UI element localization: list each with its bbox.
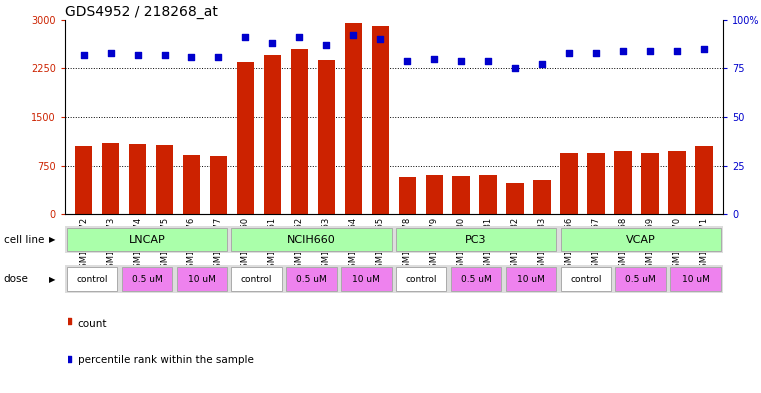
Bar [341,268,392,290]
Point [563,50,575,56]
Text: VCAP: VCAP [626,235,655,245]
Point [186,53,198,60]
Text: PC3: PC3 [465,235,487,245]
Text: 0.5 uM: 0.5 uM [626,275,656,283]
Point [482,57,495,64]
Bar [451,268,501,290]
Point [104,50,116,56]
Bar [263,55,281,214]
Text: count: count [78,319,107,329]
Point [177,203,189,209]
Text: control: control [76,275,108,283]
Text: dose: dose [4,274,29,284]
Bar [506,268,556,290]
Text: 10 uM: 10 uM [682,275,709,283]
Text: 10 uM: 10 uM [188,275,216,283]
Bar [291,49,308,214]
Text: percentile rank within the sample: percentile rank within the sample [78,354,253,365]
Point [428,55,441,62]
Bar [67,228,227,251]
Text: control: control [241,275,272,283]
Point [671,48,683,54]
Bar [129,144,146,214]
Point [509,65,521,72]
Bar [616,268,666,290]
Bar [122,268,172,290]
Bar [453,176,470,214]
Text: ▶: ▶ [49,235,55,244]
Point [401,57,413,64]
Bar [670,268,721,290]
Bar [237,62,254,214]
Text: 10 uM: 10 uM [517,275,545,283]
Bar [399,176,416,214]
Point [293,34,305,40]
Bar [587,153,605,214]
Text: ▶: ▶ [49,275,55,283]
Bar [231,268,282,290]
Point [698,46,710,52]
Text: cell line: cell line [4,235,44,245]
Bar [210,156,228,214]
Text: NCIH660: NCIH660 [287,235,336,245]
Point [158,51,170,58]
Point [132,51,144,58]
Bar [67,268,117,290]
Bar [286,268,337,290]
Bar [156,145,174,214]
Bar [396,268,447,290]
Text: 0.5 uM: 0.5 uM [460,275,492,283]
Bar [614,151,632,214]
Text: 10 uM: 10 uM [352,275,380,283]
Text: control: control [406,275,437,283]
Bar [317,60,335,214]
Point [644,48,656,54]
Text: GDS4952 / 218268_at: GDS4952 / 218268_at [65,5,218,18]
Bar [642,153,659,214]
Bar [425,175,443,214]
Bar [183,154,200,214]
Point [617,48,629,54]
Bar [668,151,686,214]
Text: LNCAP: LNCAP [129,235,165,245]
Bar [533,180,551,214]
Point [590,50,602,56]
Bar [371,26,389,214]
Point [455,57,467,64]
Text: 0.5 uM: 0.5 uM [296,275,327,283]
Text: 0.5 uM: 0.5 uM [132,275,162,283]
Bar [507,183,524,214]
Point [536,61,548,68]
Bar [231,228,392,251]
Point [320,42,333,48]
Bar [696,146,713,214]
Point [212,53,224,60]
Point [240,34,252,40]
Point [347,32,359,39]
Bar [177,268,227,290]
Bar [561,228,721,251]
Bar [396,228,556,251]
Bar [561,268,611,290]
Bar [479,175,497,214]
Point [374,36,387,42]
Bar [75,146,92,214]
Text: control: control [570,275,601,283]
Point [78,51,90,58]
Bar [345,23,362,214]
Bar [560,152,578,214]
Bar [102,143,119,214]
Point [266,40,279,46]
